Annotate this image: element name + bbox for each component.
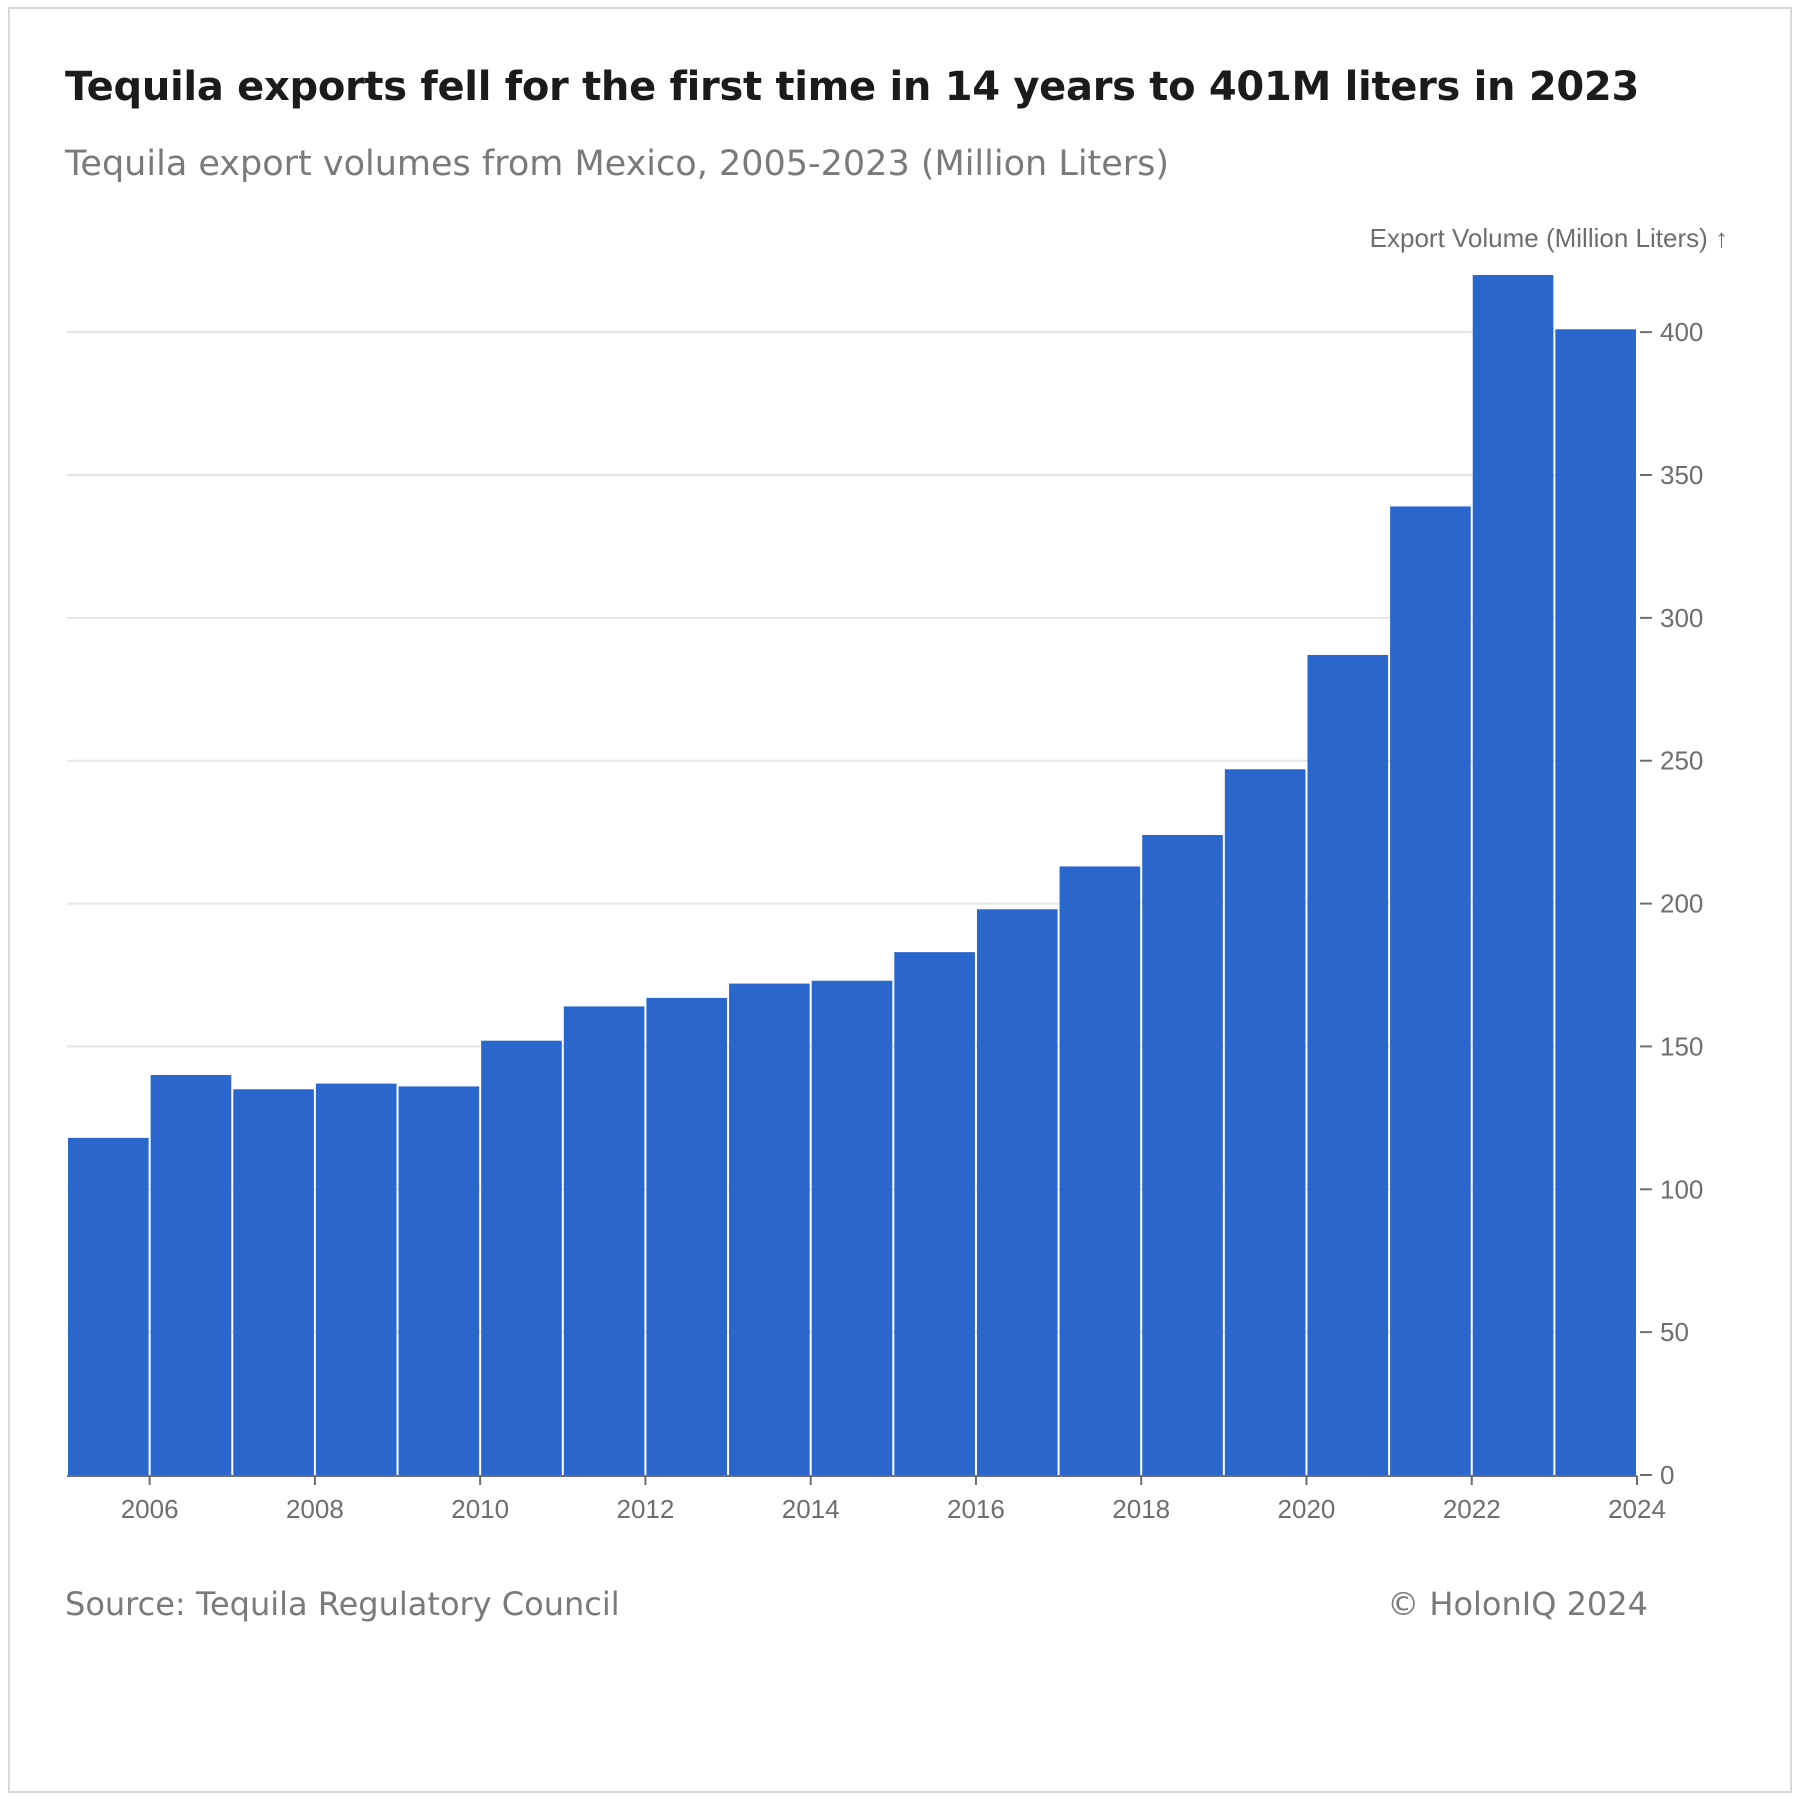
bar-2018 bbox=[1142, 835, 1223, 1475]
bar-2008 bbox=[315, 1083, 397, 1475]
y-tick-label-0: 0 bbox=[1660, 1460, 1674, 1490]
x-tick-label-2012: 2012 bbox=[616, 1494, 674, 1524]
x-tick-label-2006: 2006 bbox=[121, 1494, 179, 1524]
bar-2005 bbox=[68, 1137, 149, 1475]
chart-subtitle: Tequila export volumes from Mexico, 2005… bbox=[65, 144, 1170, 184]
axes: 2006 2008 2010 2012 2014 2016 2018 2020 2022 2024… bbox=[67, 317, 1703, 1524]
bar-2012 bbox=[646, 997, 728, 1475]
y-tick-label-250: 250 bbox=[1660, 746, 1703, 776]
x-tick-label-2016: 2016 bbox=[947, 1494, 1005, 1524]
y-tick-label-350: 350 bbox=[1660, 460, 1703, 490]
x-tick-label-2010: 2010 bbox=[451, 1494, 509, 1524]
bar-2007 bbox=[233, 1089, 314, 1475]
x-tick-label-2014: 2014 bbox=[782, 1494, 840, 1524]
bar-2010 bbox=[481, 1040, 562, 1475]
bar-2022 bbox=[1472, 275, 1554, 1475]
bar-chart: 2006 2008 2010 2012 2014 2016 2018 2020 2022 2024… bbox=[67, 223, 1728, 1524]
bar-2015 bbox=[894, 952, 975, 1475]
bar-2013 bbox=[729, 983, 810, 1475]
y-tick-label-150: 150 bbox=[1660, 1031, 1703, 1061]
y-tick-label-50: 50 bbox=[1660, 1317, 1689, 1347]
bar-2016 bbox=[976, 909, 1058, 1475]
chart-title: Tequila exports fell for the first time … bbox=[65, 64, 1639, 110]
bar-2009 bbox=[398, 1086, 480, 1475]
y-axis-label: Export Volume (Million Liters) ↑ bbox=[1370, 223, 1728, 253]
bar-2020 bbox=[1307, 655, 1389, 1475]
x-tick-label-2022: 2022 bbox=[1443, 1494, 1501, 1524]
source-note: Source: Tequila Regulatory Council bbox=[65, 1585, 620, 1623]
bar-2014 bbox=[811, 980, 893, 1475]
x-tick-label-2020: 2020 bbox=[1278, 1494, 1336, 1524]
y-tick-label-100: 100 bbox=[1660, 1174, 1703, 1204]
bar-2017 bbox=[1059, 866, 1141, 1475]
bars bbox=[68, 275, 1636, 1476]
bar-2019 bbox=[1224, 769, 1306, 1475]
x-tick-label-2024: 2024 bbox=[1608, 1494, 1666, 1524]
x-tick-label-2018: 2018 bbox=[1112, 1494, 1170, 1524]
y-tick-label-200: 200 bbox=[1660, 889, 1703, 919]
bar-2011 bbox=[563, 1006, 645, 1475]
bar-2023 bbox=[1555, 329, 1636, 1476]
y-tick-label-400: 400 bbox=[1660, 317, 1703, 347]
copyright-note: © HolonIQ 2024 bbox=[1387, 1585, 1648, 1623]
y-tick-label-300: 300 bbox=[1660, 603, 1703, 633]
bar-2021 bbox=[1390, 506, 1471, 1475]
bar-2006 bbox=[150, 1075, 232, 1475]
x-tick-label-2008: 2008 bbox=[286, 1494, 344, 1524]
